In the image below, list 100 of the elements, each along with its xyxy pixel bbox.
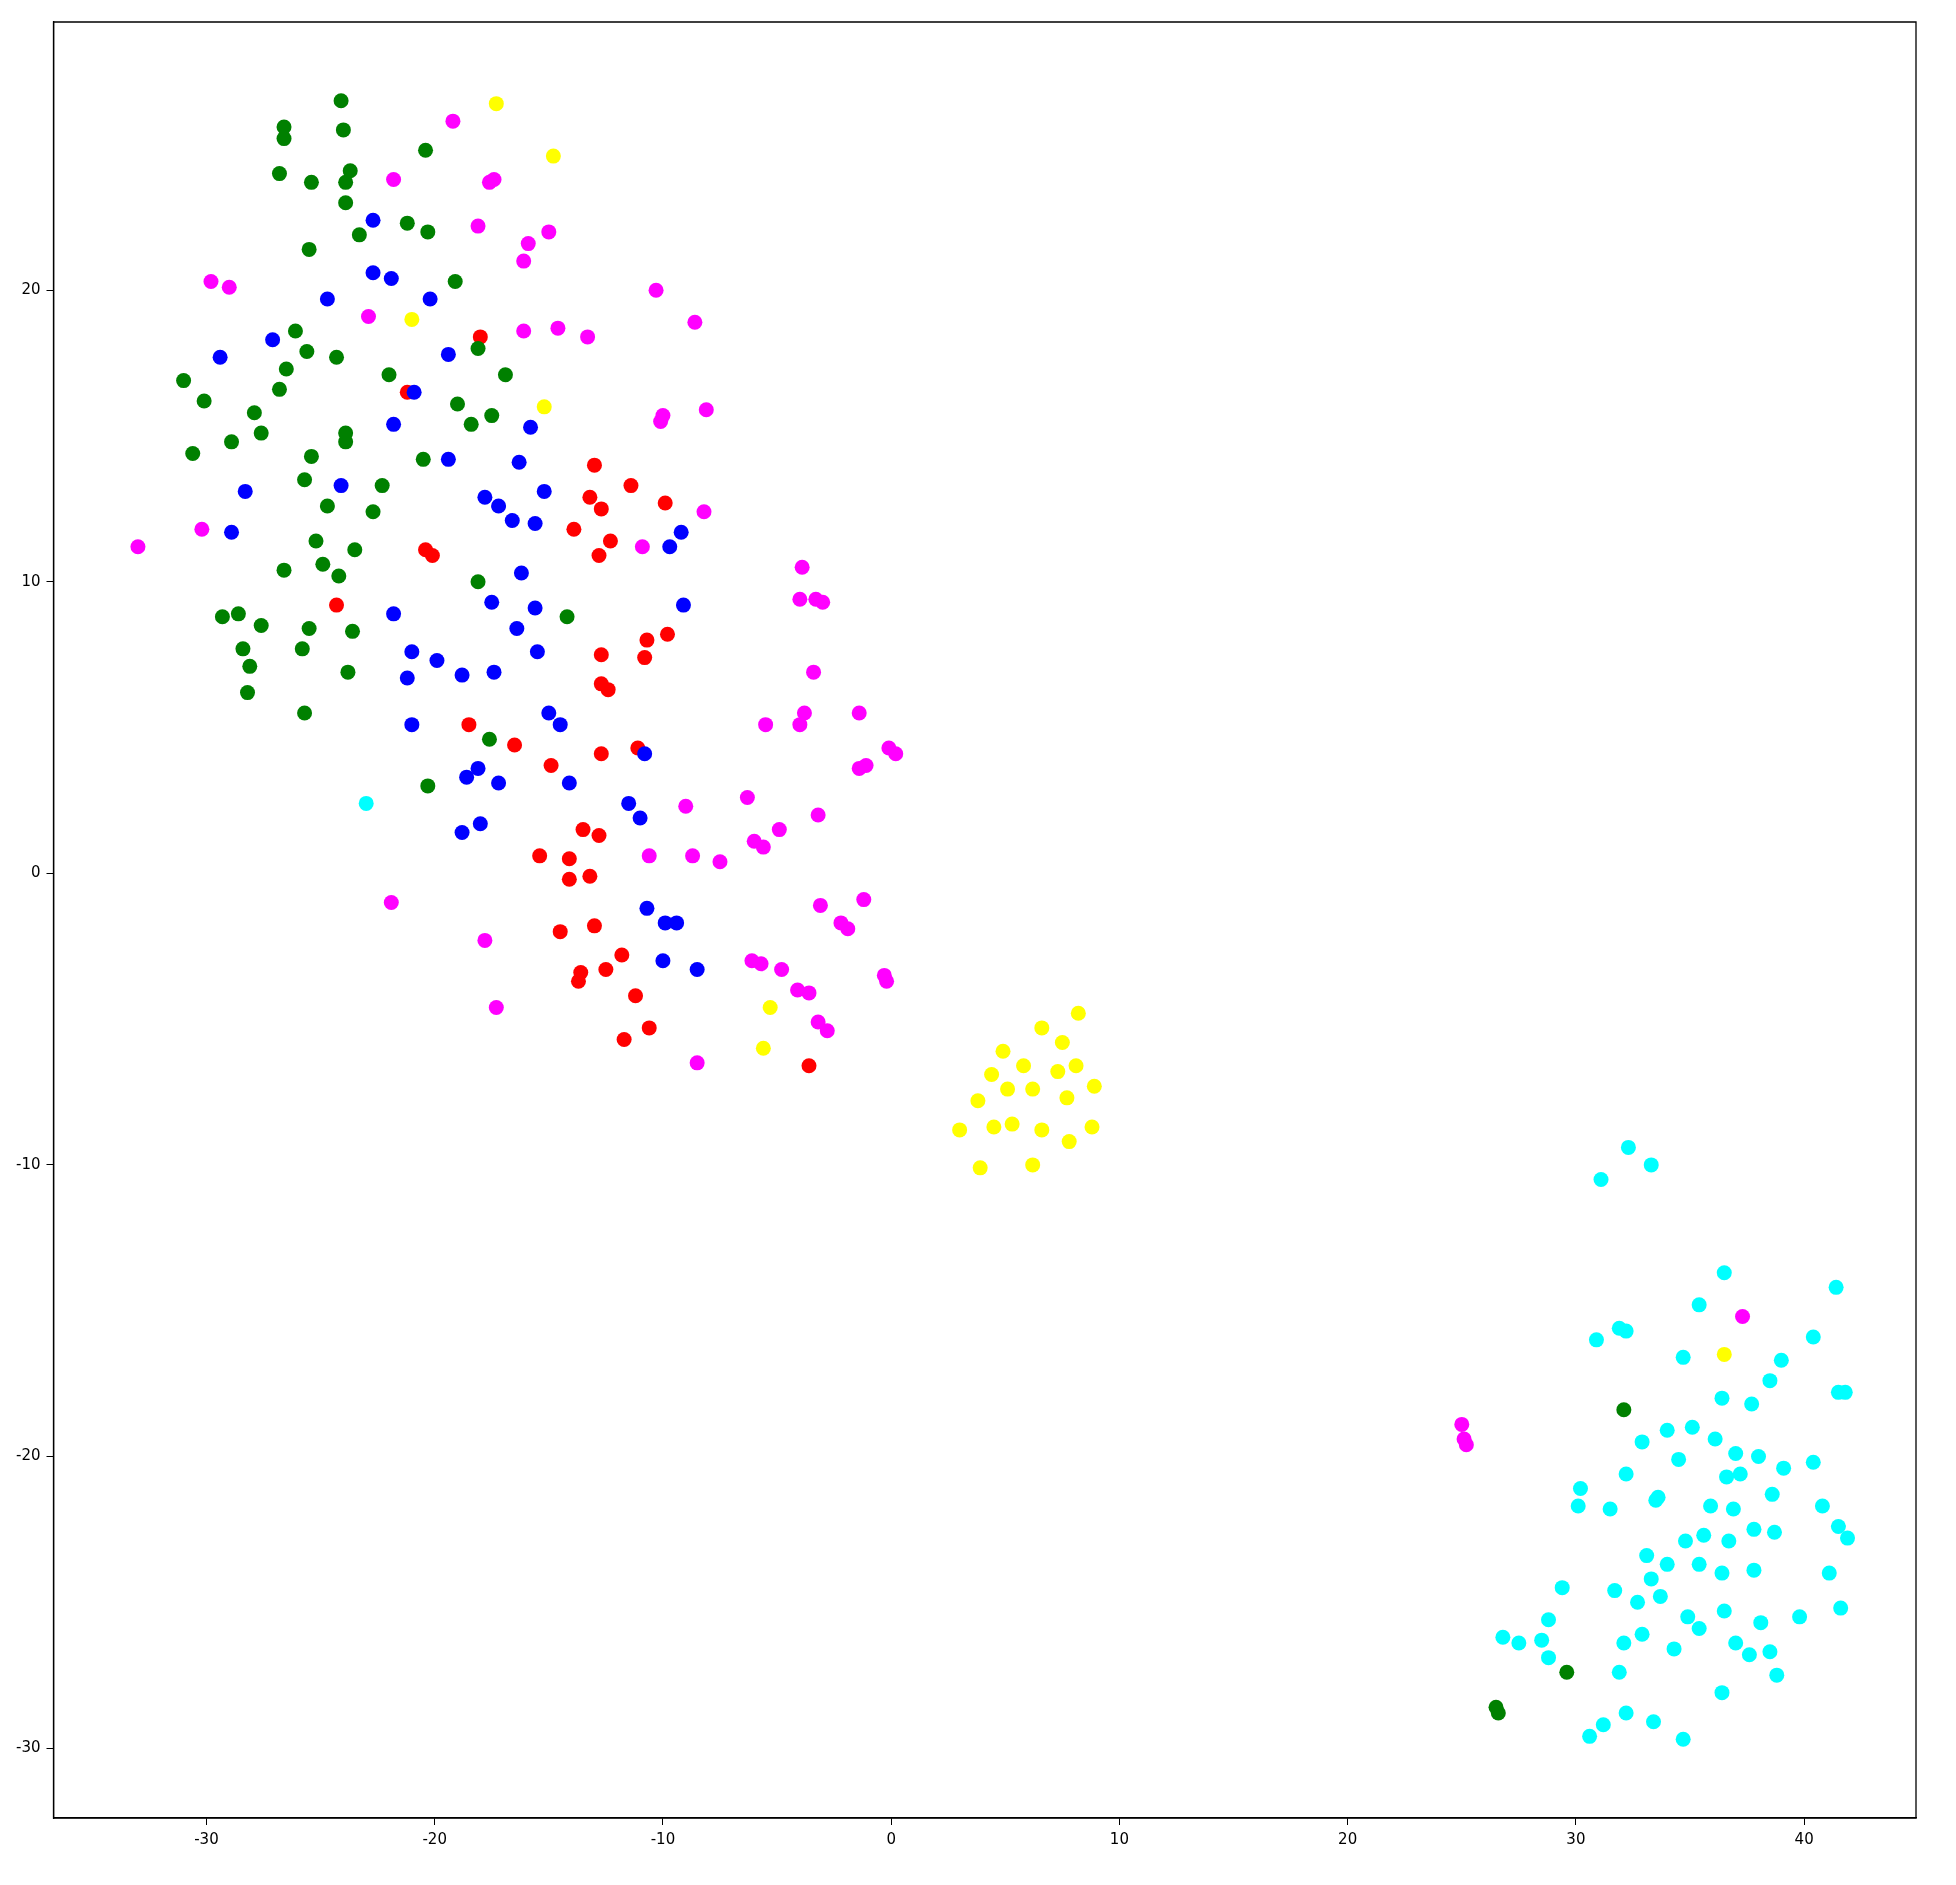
point bbox=[1034, 1020, 1050, 1036]
point bbox=[657, 495, 673, 511]
point bbox=[995, 1043, 1011, 1059]
point bbox=[404, 644, 420, 660]
point bbox=[639, 900, 655, 916]
point bbox=[762, 999, 778, 1015]
point bbox=[669, 915, 685, 931]
y-tick-label: -20 bbox=[16, 1446, 41, 1465]
point bbox=[491, 498, 507, 514]
point bbox=[511, 454, 527, 470]
point bbox=[621, 795, 637, 811]
point bbox=[623, 478, 639, 494]
point bbox=[454, 825, 470, 841]
point bbox=[628, 988, 644, 1004]
y-tick-label: -10 bbox=[16, 1154, 41, 1173]
point bbox=[1070, 1005, 1086, 1021]
point bbox=[801, 1058, 817, 1074]
point bbox=[637, 650, 653, 666]
point bbox=[1068, 1058, 1084, 1074]
point bbox=[639, 632, 655, 648]
point bbox=[659, 626, 675, 642]
point bbox=[532, 848, 548, 864]
point bbox=[641, 1020, 657, 1036]
x-tick-label: 20 bbox=[1338, 1829, 1358, 1848]
point bbox=[319, 291, 335, 307]
point bbox=[454, 667, 470, 683]
point bbox=[461, 717, 477, 733]
point bbox=[561, 871, 577, 887]
point bbox=[333, 478, 349, 494]
point bbox=[561, 775, 577, 791]
y-tick-label: 10 bbox=[21, 571, 41, 590]
point bbox=[399, 670, 415, 686]
point bbox=[386, 606, 402, 622]
point bbox=[1050, 1064, 1066, 1080]
point bbox=[591, 827, 607, 843]
y-tick-label: -30 bbox=[16, 1737, 41, 1756]
point bbox=[1084, 1119, 1100, 1135]
point bbox=[212, 349, 228, 365]
point bbox=[970, 1093, 986, 1109]
point bbox=[1000, 1081, 1016, 1097]
point bbox=[689, 962, 705, 978]
point bbox=[491, 775, 507, 791]
x-tick-label: -20 bbox=[422, 1829, 447, 1848]
point bbox=[755, 1040, 771, 1056]
point bbox=[632, 810, 648, 826]
point bbox=[1004, 1116, 1020, 1132]
point bbox=[527, 600, 543, 616]
y-tick-label: 0 bbox=[30, 863, 41, 882]
point bbox=[504, 513, 520, 529]
point bbox=[265, 332, 281, 348]
point bbox=[527, 515, 543, 531]
point bbox=[424, 548, 440, 564]
x-tick-label: 10 bbox=[1109, 1829, 1129, 1848]
point bbox=[552, 717, 568, 733]
point bbox=[582, 489, 598, 505]
point bbox=[586, 457, 602, 473]
point bbox=[523, 419, 539, 435]
point bbox=[224, 524, 240, 540]
point bbox=[593, 501, 609, 517]
point bbox=[593, 647, 609, 663]
point bbox=[406, 384, 422, 400]
point bbox=[383, 271, 399, 287]
point bbox=[404, 717, 420, 733]
y-tick-label: 20 bbox=[21, 280, 41, 299]
point bbox=[586, 918, 602, 934]
point bbox=[984, 1067, 1000, 1083]
point bbox=[602, 533, 618, 549]
point bbox=[1061, 1134, 1077, 1150]
point bbox=[655, 953, 671, 969]
point bbox=[509, 620, 525, 636]
point bbox=[404, 311, 420, 327]
point bbox=[329, 597, 345, 613]
point bbox=[386, 416, 402, 432]
point bbox=[440, 346, 456, 362]
point bbox=[543, 757, 559, 773]
point bbox=[470, 760, 486, 776]
x-tick-label: 0 bbox=[886, 1829, 896, 1848]
point bbox=[591, 548, 607, 564]
point bbox=[561, 851, 577, 867]
x-tick-label: -10 bbox=[650, 1829, 676, 1848]
point bbox=[545, 148, 561, 164]
point bbox=[570, 973, 586, 989]
point bbox=[600, 682, 616, 698]
x-tick-label: 40 bbox=[1794, 1829, 1814, 1848]
point bbox=[1059, 1090, 1075, 1106]
point bbox=[237, 483, 253, 499]
point bbox=[536, 399, 552, 415]
point bbox=[598, 962, 614, 978]
point bbox=[952, 1122, 968, 1138]
point bbox=[1034, 1122, 1050, 1138]
point bbox=[1716, 1346, 1732, 1362]
point bbox=[477, 489, 493, 505]
point bbox=[575, 822, 591, 838]
point bbox=[1086, 1078, 1102, 1094]
point bbox=[582, 868, 598, 884]
point bbox=[365, 265, 381, 281]
point bbox=[972, 1160, 988, 1176]
point bbox=[1054, 1034, 1070, 1050]
point bbox=[440, 451, 456, 467]
point bbox=[552, 924, 568, 940]
